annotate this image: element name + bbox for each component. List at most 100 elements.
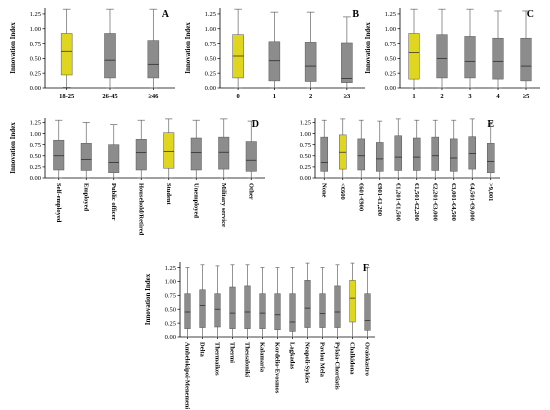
panel-d: 0.00 0.25 0.50 0.75 1.00 1.25 Innovation Index…: [9, 118, 265, 236]
box-4: [244, 264, 251, 338]
y-tick-label: 0.00: [300, 175, 311, 182]
box-iqr: [492, 37, 504, 80]
x-tick-label: Kordelio-Evosmos: [274, 342, 281, 394]
box-iqr: [259, 293, 266, 329]
box-iqr: [486, 143, 495, 173]
box-1: [199, 264, 206, 338]
y-tick-label: 0.25: [165, 320, 176, 327]
box-iqr: [147, 40, 160, 79]
box-11: [349, 262, 356, 338]
box-1: [268, 11, 281, 89]
x-tick-label: 0: [237, 93, 240, 100]
x-tick-label: Kalamaria: [259, 342, 266, 373]
x-tick-label: Lagkadas: [289, 342, 296, 370]
box-2: [147, 8, 160, 89]
x-tick-label: Thessaloniki: [244, 342, 251, 377]
x-tick-label: €3,001-€4,500: [450, 183, 457, 221]
box-iqr: [431, 136, 440, 171]
box-iqr: [199, 289, 206, 328]
box-iqr: [289, 293, 296, 332]
box-iqr: [244, 285, 251, 329]
panel-b: 0.00 0.25 0.50 0.75 1.00 1.25 Innovation Index…: [184, 8, 365, 100]
x-tick-label: 18-25: [59, 93, 75, 100]
y-tick-label: 1.25: [205, 11, 216, 18]
box-iqr: [520, 37, 532, 82]
x-tick-label: ≥3: [343, 93, 351, 100]
y-tick-label: 0.75: [165, 293, 176, 300]
box-iqr: [357, 138, 366, 171]
y-tick-label: 0.50: [165, 306, 176, 313]
box-iqr: [364, 293, 371, 331]
y-tick-label: 0.25: [385, 70, 396, 77]
box-5: [259, 267, 266, 338]
y-tick-label: 1.00: [165, 279, 176, 286]
y-tick-label: 1.00: [300, 131, 311, 138]
y-tick-label: 0.50: [205, 56, 216, 63]
box-2: [464, 8, 476, 89]
y-axis-label: Innovation Index: [9, 22, 17, 74]
box-iqr: [468, 136, 477, 170]
box-iqr: [274, 293, 281, 331]
panel-e: 0.000.250.500.751.001.25ENone<€600€601-€…: [300, 118, 500, 221]
box-0: [53, 119, 65, 179]
box-iqr: [245, 141, 257, 172]
box-iqr: [218, 136, 230, 170]
x-tick-label: €901-€1,200: [376, 183, 383, 216]
box-iqr: [104, 33, 116, 79]
box-9: [319, 267, 326, 338]
x-tick-label: <€600: [339, 183, 346, 200]
y-tick-label: 0.50: [300, 153, 311, 160]
box-8: [468, 118, 477, 179]
box-3: [375, 120, 384, 179]
x-tick-label: Household/Retired: [137, 183, 144, 236]
x-tick-label: 1: [273, 93, 276, 100]
x-tick-label: €1,501-€2,200: [413, 183, 420, 221]
box-6: [274, 267, 281, 338]
y-axis-label: Innovation Index: [364, 22, 372, 74]
box-iqr: [163, 132, 175, 169]
box-iqr: [341, 42, 353, 83]
y-tick-label: 1.00: [30, 26, 41, 33]
x-tick-label: Ambelokipoi-Menemeni: [184, 342, 191, 409]
box-iqr: [304, 280, 311, 328]
y-tick-label: 1.00: [30, 131, 41, 138]
box-iqr: [184, 293, 191, 329]
y-tick-label: 0.25: [300, 164, 311, 171]
x-tick-label: Unemployed: [192, 183, 199, 218]
box-iqr: [108, 144, 120, 173]
box-iqr: [135, 139, 147, 171]
y-tick-label: 0.75: [205, 41, 216, 48]
box-3: [341, 16, 353, 89]
x-tick-label: ≥46: [148, 93, 159, 100]
y-tick-label: 0.00: [205, 85, 216, 92]
y-tick-label: 0.00: [165, 334, 176, 341]
panel-c: 0.00 0.25 0.50 0.75 1.00 1.25 Innovation Index…: [364, 8, 540, 100]
y-tick-label: 1.25: [300, 120, 311, 127]
box-4: [520, 10, 532, 89]
x-tick-label: >9,001: [487, 183, 494, 201]
y-tick-label: 0.00: [30, 85, 41, 92]
x-tick-label: Delta: [199, 342, 206, 358]
box-12: [364, 267, 371, 338]
box-4: [394, 118, 403, 179]
x-tick-label: 3: [468, 93, 472, 100]
box-7: [289, 267, 296, 338]
box-iqr: [412, 137, 421, 171]
box-iqr: [53, 139, 65, 171]
box-5: [412, 119, 421, 179]
box-iqr: [464, 36, 476, 79]
panel-label: C: [527, 9, 534, 20]
box-0: [232, 8, 244, 89]
panel-label: D: [252, 119, 259, 130]
box-iqr: [80, 143, 92, 171]
y-tick-label: 0.00: [385, 85, 396, 92]
x-tick-label: ≥5: [523, 93, 531, 100]
box-iqr: [214, 293, 221, 328]
box-2: [108, 124, 120, 179]
y-tick-label: 1.25: [165, 265, 176, 272]
box-iqr: [190, 137, 202, 171]
panel-label: B: [352, 9, 359, 20]
x-tick-label: €601-€900: [357, 183, 364, 211]
x-tick-label: 1: [412, 93, 415, 100]
box-1: [436, 8, 448, 89]
